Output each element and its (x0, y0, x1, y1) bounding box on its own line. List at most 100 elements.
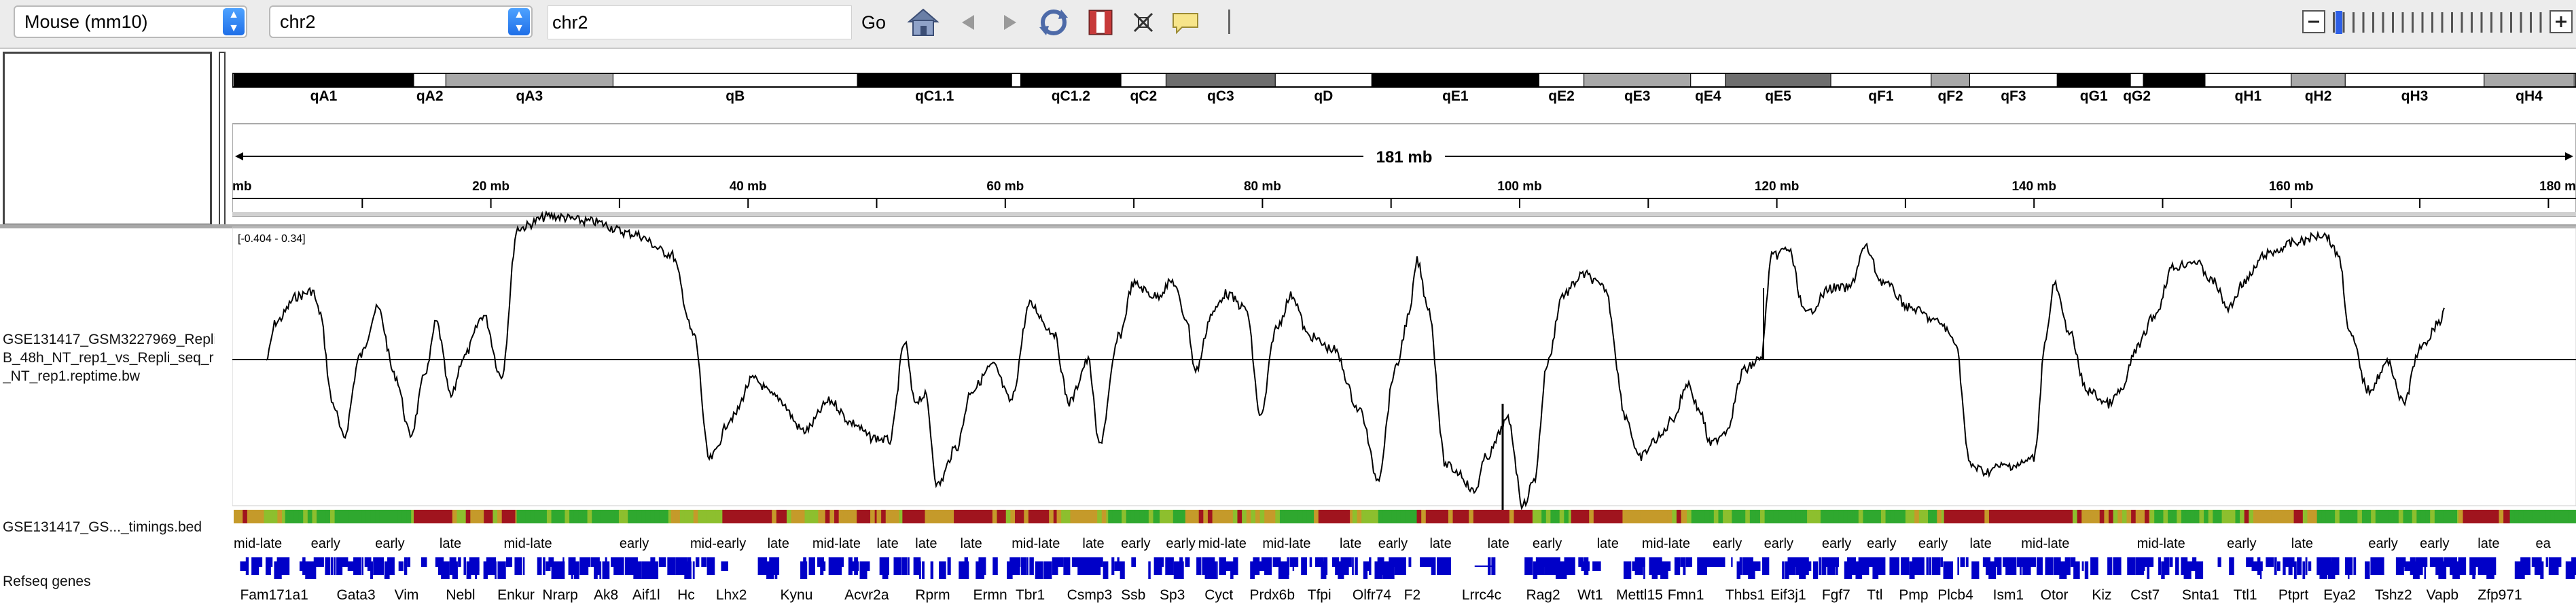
refresh-icon[interactable] (1037, 5, 1071, 39)
gene-feature (769, 557, 775, 575)
gene-feature (2259, 561, 2262, 579)
timing-segment (1400, 510, 1406, 523)
panel-splitter[interactable] (0, 224, 2576, 228)
timing-segment (2339, 510, 2344, 523)
gene-feature (2050, 557, 2054, 575)
genome-dropdown[interactable]: Mouse (mm10) ▲ ▼ (14, 5, 247, 38)
gene-feature (1931, 557, 1941, 575)
timing-segment (1937, 510, 1942, 523)
timing-segment (1993, 510, 1999, 523)
zoom-tick (2510, 12, 2512, 33)
gene-track-name[interactable]: Refseq genes (3, 574, 91, 589)
timing-segment (2434, 510, 2439, 523)
gene-feature (1753, 561, 1761, 571)
timing-segment (2072, 510, 2078, 523)
ideogram-band-qF2 (1931, 73, 1971, 88)
timing-segment (307, 510, 312, 523)
gene-label: Ttl1 (2234, 587, 2257, 603)
zoom-level-indicator[interactable] (2336, 11, 2342, 34)
gene-feature (1173, 561, 1178, 579)
timing-segment (1825, 510, 1830, 523)
timing-segment (1928, 510, 1933, 523)
timing-segment (1264, 510, 1270, 523)
timing-label: early (620, 536, 649, 551)
gene-feature (1960, 557, 1965, 567)
gene-feature (1906, 561, 1908, 571)
gene-feature (1394, 557, 1400, 575)
gene-feature (437, 557, 444, 575)
gene-feature (1363, 561, 1368, 579)
timing-segment (1575, 510, 1581, 523)
chromosome-dropdown[interactable]: chr2 ▲ ▼ (269, 5, 533, 38)
signal-track-name[interactable]: GSE131417_GSM3227969_Repli B_48h_NT_rep1… (3, 332, 215, 384)
chromosome-dropdown-arrow-icon[interactable]: ▲ ▼ (508, 8, 530, 35)
gene-label: Ermn (973, 587, 1007, 603)
go-button[interactable]: Go (861, 12, 887, 33)
gene-feature (650, 557, 656, 567)
timing-segment (1667, 510, 1672, 523)
timing-segment (1070, 510, 1075, 523)
gene-feature (1304, 557, 1307, 575)
timing-segment (2564, 510, 2569, 523)
gene-label: Prdx6b (1249, 587, 1295, 603)
timing-segment (1495, 510, 1501, 523)
timing-label: early (311, 536, 340, 551)
timing-segment (800, 510, 805, 523)
timing-segment (2280, 510, 2285, 523)
gene-label: Nebl (446, 587, 475, 603)
gene-feature (330, 557, 333, 575)
gene-feature (475, 561, 478, 579)
gene-feature (1748, 561, 1755, 579)
timing-label: mid-late (1642, 536, 1690, 551)
timing-label: early (375, 536, 404, 551)
timing-segment (1944, 510, 1949, 523)
roi-icon[interactable] (1086, 5, 1115, 39)
gene-feature (1080, 557, 1086, 575)
popup-text-icon[interactable] (1170, 5, 1201, 39)
timing-segment (1910, 510, 1915, 523)
gene-label: Gata3 (336, 587, 375, 603)
timing-segment (353, 510, 358, 523)
genome-dropdown-arrow-icon[interactable]: ▲ ▼ (223, 8, 245, 35)
gene-feature (1365, 561, 1372, 571)
timing-segment (2285, 510, 2290, 523)
timing-segment (2117, 510, 2123, 523)
resize-icon[interactable] (1128, 5, 1159, 39)
timing-label: mid-late (812, 536, 861, 551)
timing-segment (2425, 510, 2431, 523)
gene-feature (2293, 561, 2297, 579)
gene-label: Kiz (2092, 587, 2111, 603)
locus-search-input[interactable]: chr2 (548, 5, 852, 39)
gene-feature (492, 557, 497, 575)
timing-segment (1298, 510, 1303, 523)
timing-segment (2444, 510, 2449, 523)
timing-segment (971, 510, 977, 523)
gene-feature (992, 557, 998, 575)
gene-feature (1323, 557, 1328, 575)
forward-icon[interactable] (999, 5, 1022, 39)
data-panel[interactable]: qA1 qA2 qA3 qB qC1.1 qC1.2 qC2 qC3 qD qE1 qE2 qE3 qE… (232, 50, 2576, 609)
timing-segment (2226, 510, 2232, 523)
zoom-slider[interactable] (2302, 5, 2573, 39)
back-icon[interactable] (956, 5, 980, 39)
timing-track-name[interactable]: GSE131417_GS..._timings.bed (3, 519, 202, 535)
gene-feature (1708, 557, 1715, 567)
home-icon[interactable] (906, 5, 940, 39)
timing-segment (1611, 510, 1617, 523)
timing-segment (384, 510, 389, 523)
gene-feature (947, 557, 951, 575)
gene-label: Lhx2 (716, 587, 747, 603)
timing-label: late (915, 536, 937, 551)
gene-feature (1819, 557, 1821, 575)
zoom-tick (2451, 12, 2453, 33)
gene-feature (1092, 557, 1096, 567)
ideogram-band-qH2 (2291, 73, 2346, 88)
timing-segment (1416, 510, 1422, 523)
timing-segment (1843, 510, 1848, 523)
timing-segment (1555, 510, 1560, 523)
gene-feature (551, 561, 558, 579)
gene-feature (1309, 557, 1312, 567)
ideogram-band-label: qG2 (2123, 88, 2151, 104)
timing-segment (2240, 510, 2245, 523)
gene-feature (757, 557, 764, 575)
